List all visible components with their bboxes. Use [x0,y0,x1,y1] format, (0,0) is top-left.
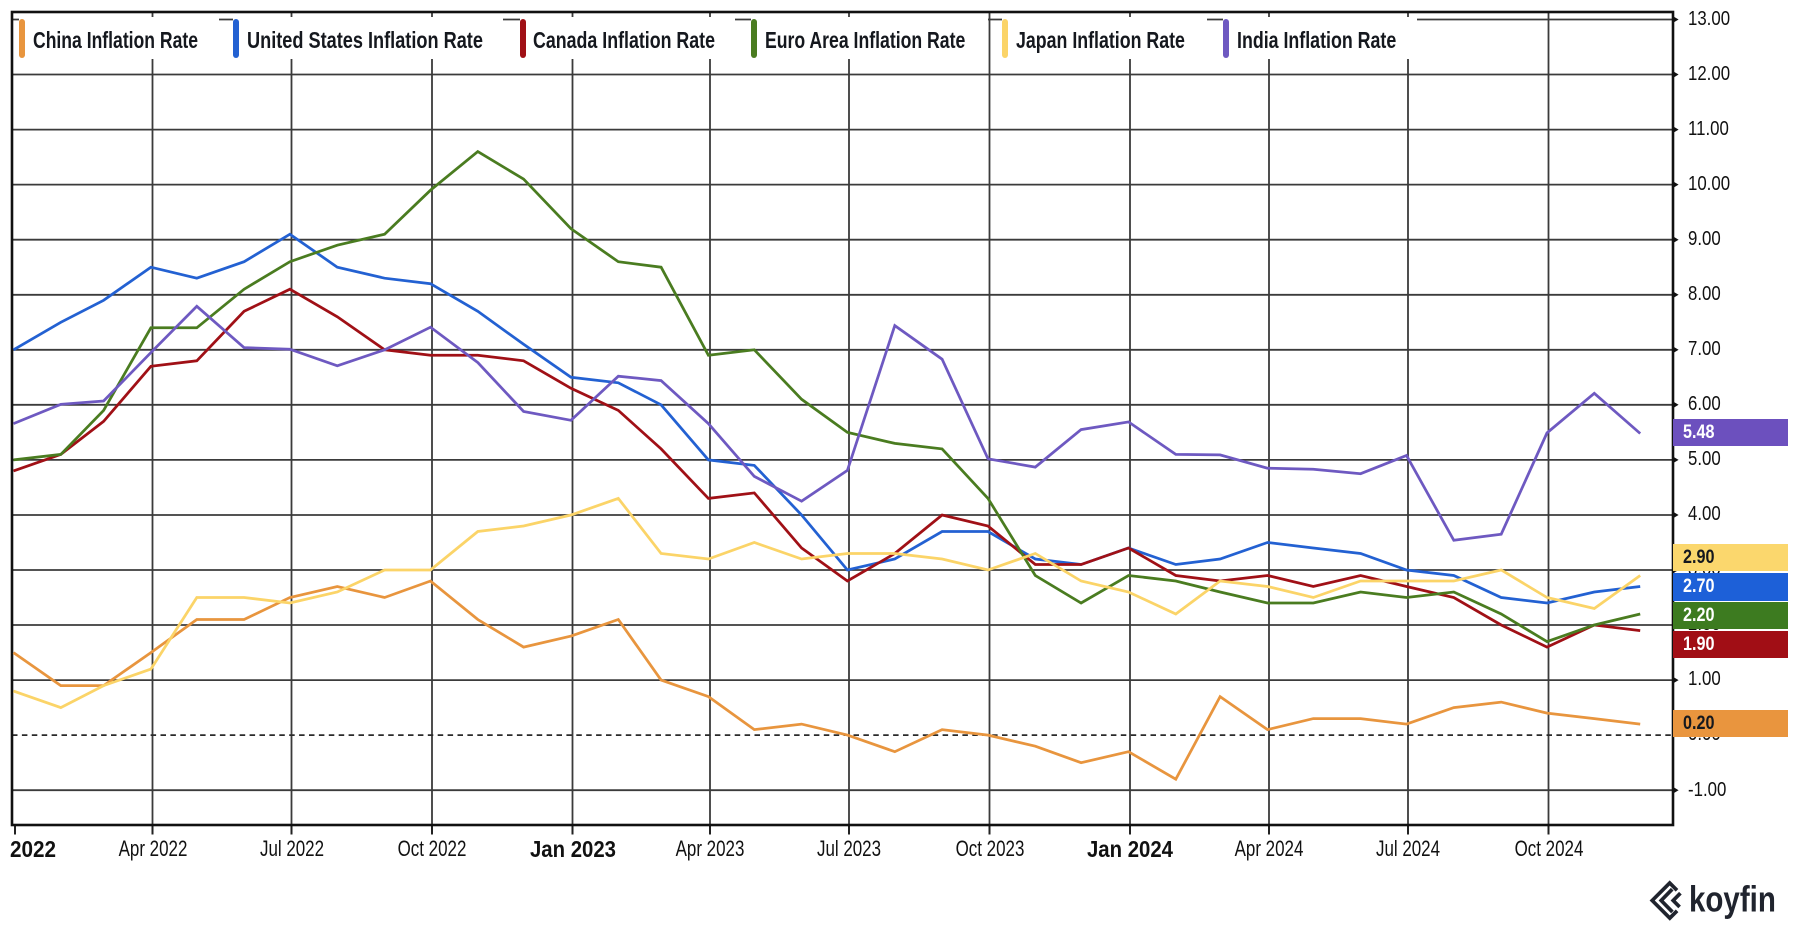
svg-text:koyfin: koyfin [1689,879,1776,919]
